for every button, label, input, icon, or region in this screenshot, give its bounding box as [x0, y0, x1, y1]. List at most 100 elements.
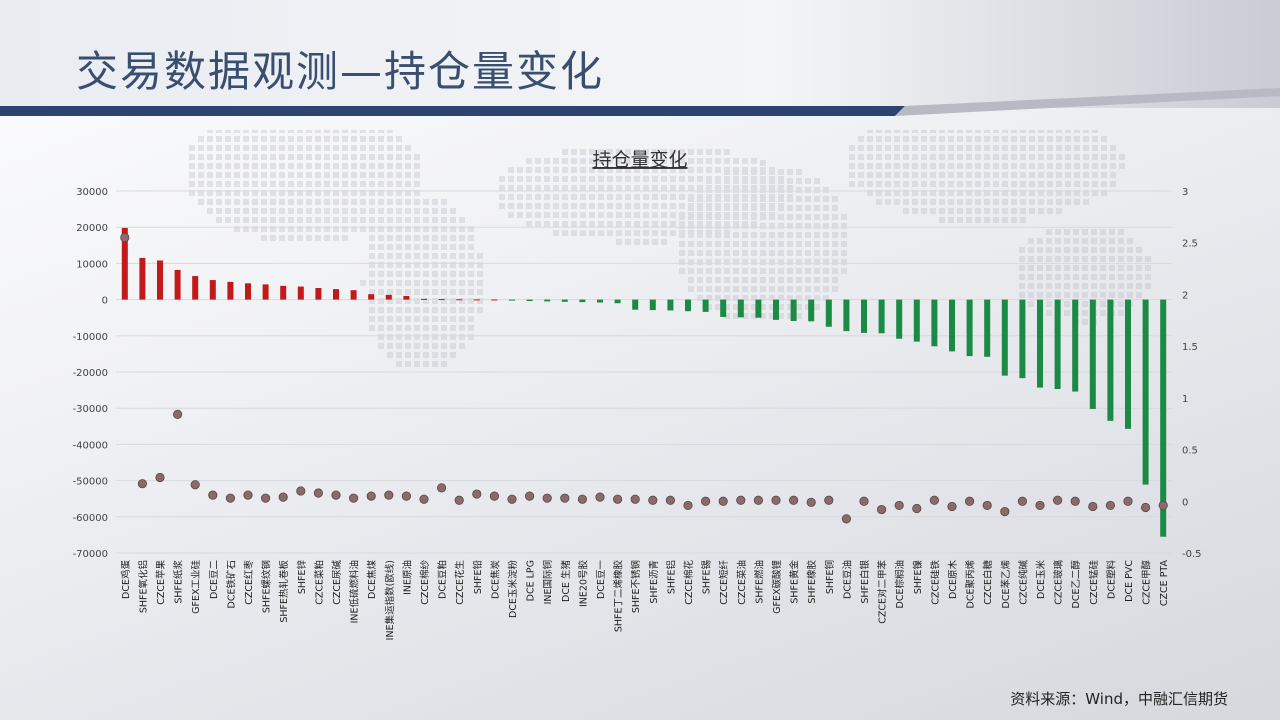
map-dot: [414, 181, 420, 187]
map-dot: [297, 226, 303, 232]
map-dot: [351, 181, 357, 187]
map-dot: [414, 172, 420, 178]
category-label: GFEX碳酸锂: [771, 560, 783, 614]
map-dot: [769, 313, 775, 319]
map-dot: [805, 259, 811, 265]
map-dot: [688, 232, 694, 238]
map-dot: [921, 172, 927, 178]
map-dot: [823, 196, 829, 202]
map-dot: [832, 268, 838, 274]
map-dot: [625, 185, 631, 191]
map-dot: [234, 130, 240, 133]
map-dot: [724, 169, 730, 175]
map-dot: [625, 176, 631, 182]
map-dot: [378, 325, 384, 331]
map-dot: [1056, 172, 1062, 178]
map-dot: [279, 181, 285, 187]
map-dot: [553, 221, 559, 227]
map-dot: [832, 196, 838, 202]
map-dot: [553, 230, 559, 236]
map-dot: [966, 145, 972, 151]
map-dot: [216, 181, 222, 187]
map-dot: [1046, 238, 1052, 244]
map-dot: [1091, 229, 1097, 235]
right-tick-label: 3: [1182, 187, 1188, 198]
map-dot: [724, 194, 730, 200]
map-dot: [1020, 163, 1026, 169]
map-dot: [1056, 181, 1062, 187]
dot-point: [384, 490, 394, 500]
bar: [209, 280, 216, 300]
left-tick-label: -50000: [73, 477, 108, 488]
map-dot: [903, 181, 909, 187]
map-dot: [679, 167, 685, 173]
map-dot: [814, 196, 820, 202]
map-dot: [423, 325, 429, 331]
map-dot: [333, 145, 339, 151]
map-dot: [760, 203, 766, 209]
map-dot: [832, 277, 838, 283]
map-dot: [225, 190, 231, 196]
bar: [192, 276, 199, 300]
map-dot: [360, 208, 366, 214]
map-dot: [225, 199, 231, 205]
map-dot: [207, 199, 213, 205]
map-dot: [948, 163, 954, 169]
map-dot: [706, 176, 712, 182]
bar: [1142, 299, 1149, 485]
map-dot: [432, 334, 438, 340]
map-dot: [715, 232, 721, 238]
bar: [350, 290, 357, 300]
map-dot: [688, 185, 694, 191]
map-dot: [369, 271, 375, 277]
map-dot: [369, 298, 375, 304]
map-dot: [787, 295, 793, 301]
map-dot: [832, 232, 838, 238]
map-dot: [1002, 181, 1008, 187]
map-dot: [1074, 163, 1080, 169]
category-label: DCE豆油: [841, 560, 853, 599]
map-dot: [1046, 229, 1052, 235]
map-dot: [535, 185, 541, 191]
bar: [649, 299, 656, 311]
map-dot: [1082, 247, 1088, 253]
map-dot: [1046, 310, 1052, 316]
map-dot: [252, 136, 258, 142]
map-dot: [252, 181, 258, 187]
map-dot: [369, 235, 375, 241]
map-dot: [805, 223, 811, 229]
map-dot: [975, 130, 981, 133]
map-dot: [634, 167, 640, 173]
map-dot: [450, 334, 456, 340]
map-dot: [598, 176, 604, 182]
map-dot: [306, 208, 312, 214]
map-dot: [315, 154, 321, 160]
map-dot: [706, 277, 712, 283]
dot-point: [313, 488, 323, 498]
map-dot: [661, 221, 667, 227]
map-dot: [589, 230, 595, 236]
map-dot: [396, 199, 402, 205]
map-dot: [697, 214, 703, 220]
map-dot: [1002, 199, 1008, 205]
map-dot: [1038, 136, 1044, 142]
map-dot: [661, 185, 667, 191]
map-dot: [1127, 265, 1133, 271]
map-dot: [351, 226, 357, 232]
map-dot: [1028, 292, 1034, 298]
map-dot: [432, 217, 438, 223]
map-dot: [688, 286, 694, 292]
map-dot: [787, 223, 793, 229]
map-dot: [957, 145, 963, 151]
map-dot: [378, 199, 384, 205]
bar: [139, 257, 146, 300]
dot-point: [137, 479, 147, 489]
map-dot: [1038, 163, 1044, 169]
map-dot: [921, 208, 927, 214]
map-dot: [1082, 283, 1088, 289]
map-dot: [643, 194, 649, 200]
map-dot: [796, 178, 802, 184]
map-dot: [387, 217, 393, 223]
map-dot: [571, 230, 577, 236]
map-dot: [903, 145, 909, 151]
